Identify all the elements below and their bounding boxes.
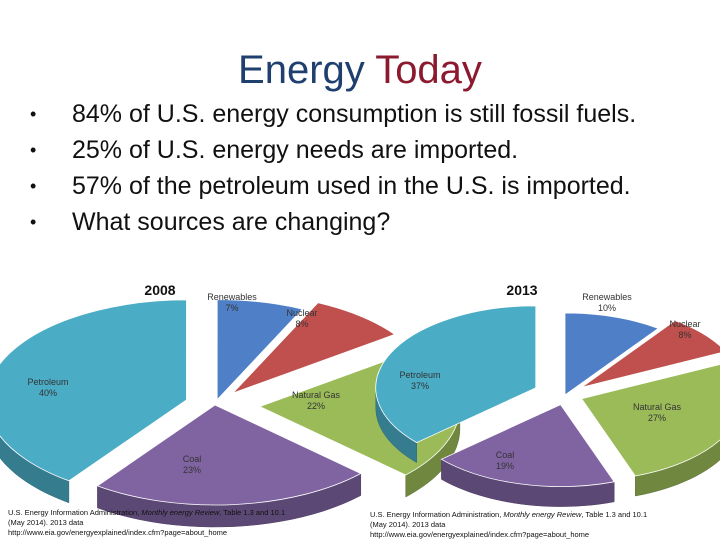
data-label-2013-renewables: Renewables 10% bbox=[582, 292, 632, 313]
source-citation-2008: U.S. Energy Information Administration, … bbox=[8, 508, 298, 538]
chart-title-2013: 2013 bbox=[506, 282, 537, 298]
source-citation-2013: U.S. Energy Information Administration, … bbox=[370, 510, 660, 540]
source-url-2013[interactable]: http://www.eia.gov/energyexplained/index… bbox=[370, 530, 589, 539]
data-label-2008-coal: Coal 23% bbox=[183, 454, 202, 475]
source-url-2008[interactable]: http://www.eia.gov/energyexplained/index… bbox=[8, 528, 227, 537]
chart-title-2008: 2008 bbox=[144, 282, 175, 298]
data-label-2013-coal: Coal 19% bbox=[496, 450, 515, 471]
